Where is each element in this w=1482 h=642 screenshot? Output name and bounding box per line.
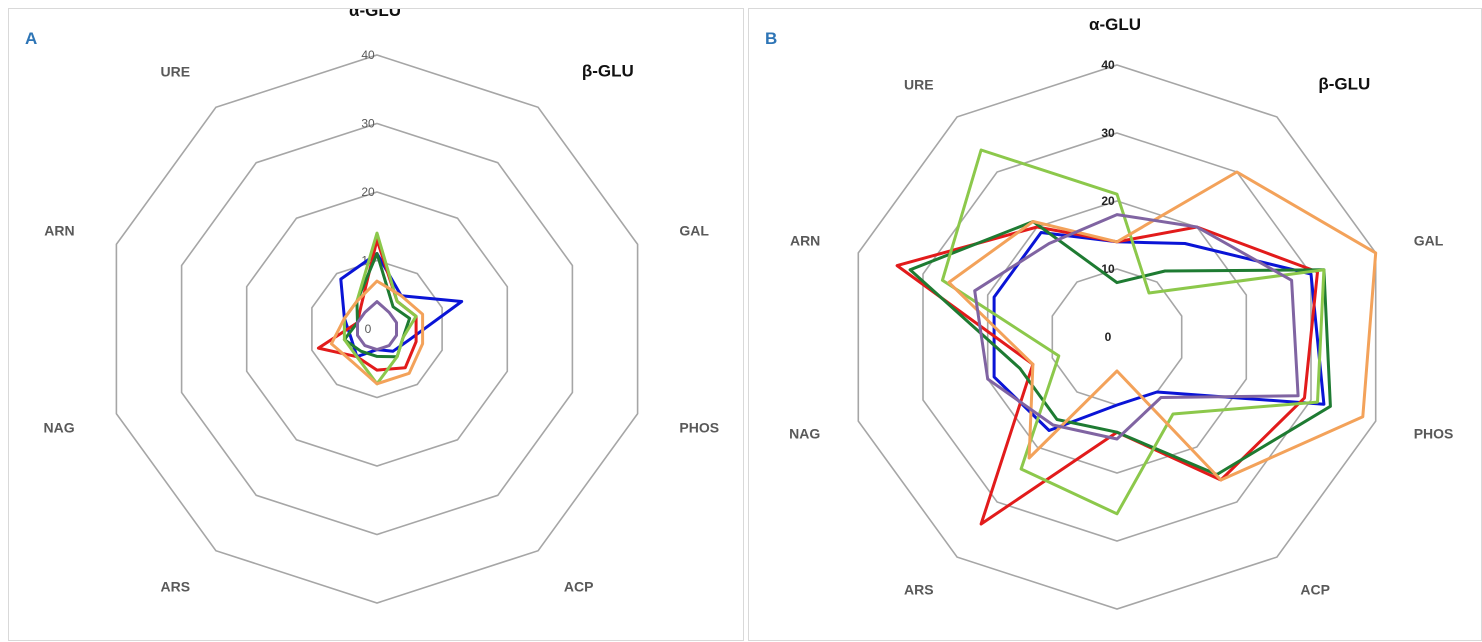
grid-ring-20 bbox=[245, 191, 509, 467]
panel-label-b: B bbox=[765, 29, 778, 48]
radar-panel-a: A 010203040α-GLUβ-GLUGALPHOSACPALPARSNAG… bbox=[8, 8, 744, 642]
series-line-blue bbox=[992, 231, 1326, 432]
tick-label-20: 20 bbox=[361, 185, 375, 199]
axis-label-3: PHOS bbox=[679, 419, 719, 435]
series-line-purple bbox=[356, 300, 398, 352]
radar-chart-a: 010203040α-GLUβ-GLUGALPHOSACPALPARSNAGAR… bbox=[43, 9, 719, 642]
axis-label-8: ARN bbox=[44, 223, 74, 239]
tick-label-0: 0 bbox=[365, 322, 372, 336]
grid-ring-10 bbox=[1051, 268, 1183, 406]
axis-label-4: ACP bbox=[564, 578, 594, 594]
grid-ring-10 bbox=[311, 259, 443, 399]
axis-label-0: α-GLU bbox=[349, 9, 401, 20]
axis-label-1: β-GLU bbox=[1318, 75, 1370, 94]
axis-label-6: ARS bbox=[161, 578, 191, 594]
axis-label-9: URE bbox=[161, 64, 191, 80]
grid-ring-40 bbox=[857, 64, 1377, 610]
grid-ring-30 bbox=[922, 132, 1312, 542]
series-line-purple bbox=[973, 213, 1300, 441]
axis-label-3: PHOS bbox=[1414, 425, 1454, 441]
series-line-orange bbox=[329, 279, 425, 386]
tick-label-40: 40 bbox=[361, 48, 375, 62]
series-line-light_green bbox=[940, 148, 1326, 516]
radar-panel-b: B 010203040α-GLUβ-GLUGALPHOSACPALPARSNAG… bbox=[748, 8, 1482, 642]
series-line-dark_green bbox=[342, 252, 412, 359]
axis-label-2: GAL bbox=[1414, 233, 1444, 249]
axis-label-4: ACP bbox=[1300, 581, 1330, 597]
axis-label-7: NAG bbox=[789, 425, 820, 441]
series-line-light_green bbox=[342, 231, 418, 386]
tick-label-40: 40 bbox=[1101, 58, 1115, 72]
series-line-orange bbox=[947, 170, 1378, 482]
radar-grid bbox=[115, 54, 639, 604]
axis-label-1: β-GLU bbox=[582, 62, 634, 81]
panel-label-a: A bbox=[25, 29, 38, 48]
grid-ring-30 bbox=[180, 122, 574, 536]
axis-label-0: α-GLU bbox=[1089, 15, 1141, 34]
axis-label-8: ARN bbox=[790, 233, 820, 249]
axis-label-9: URE bbox=[904, 77, 934, 93]
tick-label-30: 30 bbox=[1101, 126, 1115, 140]
radar-chart-b: 010203040α-GLUβ-GLUGALPHOSACPALPARSNAGAR… bbox=[789, 15, 1454, 642]
tick-label-20: 20 bbox=[1101, 194, 1115, 208]
axis-label-2: GAL bbox=[679, 223, 709, 239]
axis-label-6: ARS bbox=[904, 581, 934, 597]
grid-ring-40 bbox=[115, 54, 639, 604]
tick-label-30: 30 bbox=[361, 117, 375, 131]
radar-grid bbox=[857, 64, 1377, 610]
tick-label-0: 0 bbox=[1105, 330, 1112, 344]
axis-label-7: NAG bbox=[43, 419, 74, 435]
